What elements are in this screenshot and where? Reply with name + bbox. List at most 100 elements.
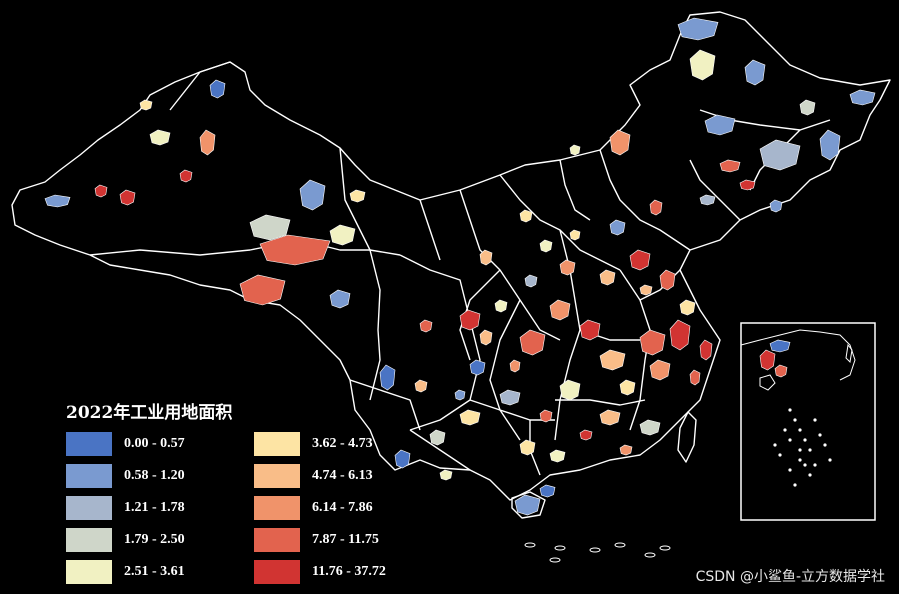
- region-polygon: [639, 329, 666, 356]
- island-outline: [549, 557, 561, 563]
- island-outline: [589, 547, 601, 553]
- legend-swatch: [66, 528, 112, 552]
- island-outline: [554, 545, 566, 551]
- region-polygon: [609, 219, 626, 236]
- region-polygon: [349, 189, 366, 203]
- legend-item: 4.74 - 6.13: [254, 462, 373, 490]
- province-boundary: [555, 399, 646, 406]
- region-polygon: [514, 494, 541, 516]
- island-dot: [788, 408, 792, 412]
- region-polygon: [499, 389, 521, 406]
- legend-swatch: [254, 528, 300, 552]
- region-polygon: [659, 269, 676, 291]
- island-dot: [788, 438, 792, 442]
- region-polygon: [329, 289, 351, 309]
- legend-label: 4.74 - 6.13: [312, 468, 373, 483]
- region-polygon: [719, 159, 741, 173]
- watermark: CSDN @小鲨鱼-立方数据学社: [695, 569, 885, 585]
- island-outline: [614, 542, 626, 548]
- legend-swatch: [254, 496, 300, 520]
- region-polygon: [549, 299, 571, 321]
- island-dot: [778, 453, 782, 457]
- legend-label: 7.87 - 11.75: [312, 532, 379, 547]
- region-polygon: [599, 349, 626, 371]
- region-polygon: [44, 194, 71, 208]
- region-polygon: [579, 429, 593, 441]
- legend-item: 0.58 - 1.20: [66, 462, 185, 490]
- legend-item: 6.14 - 7.86: [254, 494, 373, 522]
- region-polygon: [379, 364, 396, 391]
- province-boundary: [409, 429, 471, 471]
- region-polygon: [704, 114, 736, 136]
- legend-item: 1.21 - 1.78: [66, 494, 185, 522]
- region-polygon: [259, 234, 331, 266]
- region-polygon: [209, 79, 226, 99]
- region-polygon: [629, 249, 651, 271]
- legend-label: 0.58 - 1.20: [124, 468, 185, 483]
- legend-title: 2022年工业用地面积: [66, 403, 233, 423]
- island-dot: [823, 443, 827, 447]
- region-polygon: [849, 89, 876, 106]
- province-boundary: [499, 174, 621, 271]
- region-polygon: [639, 284, 653, 296]
- region-polygon: [689, 49, 716, 81]
- region-polygon: [569, 229, 581, 241]
- legend-swatch: [66, 464, 112, 488]
- legend-label: 2.51 - 3.61: [124, 564, 185, 579]
- country-outline: [11, 11, 891, 501]
- island-dot: [818, 433, 822, 437]
- region-polygon: [599, 409, 621, 426]
- island-taiwan: [677, 411, 697, 463]
- legend-item: 2.51 - 3.61: [66, 558, 185, 586]
- province-boundary: [339, 147, 371, 251]
- region-polygon: [149, 129, 171, 146]
- island-dot: [803, 463, 807, 467]
- region-polygon: [819, 129, 841, 161]
- island-outline: [524, 542, 536, 548]
- legend-label: 0.00 - 0.57: [124, 436, 185, 451]
- region-polygon: [494, 299, 508, 313]
- region-polygon: [639, 419, 661, 436]
- island-dot: [798, 458, 802, 462]
- province-boundary: [489, 299, 521, 441]
- region-polygon: [414, 379, 428, 393]
- province-boundary: [349, 379, 421, 431]
- legend-swatch: [66, 496, 112, 520]
- region-polygon: [559, 379, 581, 401]
- region-polygon: [94, 184, 108, 198]
- island-dot: [783, 428, 787, 432]
- island-dot: [828, 458, 832, 462]
- legend-item: 11.76 - 37.72: [254, 558, 386, 586]
- island-dot: [793, 483, 797, 487]
- region-polygon: [459, 409, 481, 426]
- inset-hainan: [759, 374, 776, 391]
- region-polygon: [239, 274, 286, 306]
- region-polygon: [759, 139, 801, 171]
- region-polygon: [649, 359, 671, 381]
- legend-label: 6.14 - 7.86: [312, 500, 373, 515]
- region-polygon: [599, 269, 616, 286]
- region-polygon: [699, 339, 713, 361]
- island-dot: [793, 418, 797, 422]
- region-polygon: [649, 199, 663, 216]
- south-china-sea-inset: [740, 322, 876, 521]
- island-dot: [788, 468, 792, 472]
- region-polygon: [459, 309, 481, 331]
- province-boundary: [599, 149, 691, 251]
- region-polygon: [569, 144, 581, 156]
- legend-swatch: [66, 432, 112, 456]
- island-dot: [808, 473, 812, 477]
- region-polygon: [699, 194, 716, 206]
- region-polygon: [329, 224, 356, 246]
- region-polygon: [479, 249, 493, 266]
- province-boundary: [689, 159, 741, 221]
- legend: 0.00 - 0.57 0.58 - 1.20 1.21 - 1.78 1.79…: [66, 430, 386, 590]
- region-polygon: [609, 129, 631, 156]
- region-polygon: [774, 364, 788, 378]
- legend-swatch: [254, 432, 300, 456]
- region-polygon: [539, 409, 553, 423]
- region-polygon: [539, 484, 556, 498]
- region-polygon: [454, 389, 466, 401]
- island-dot: [798, 428, 802, 432]
- region-polygon: [139, 99, 153, 111]
